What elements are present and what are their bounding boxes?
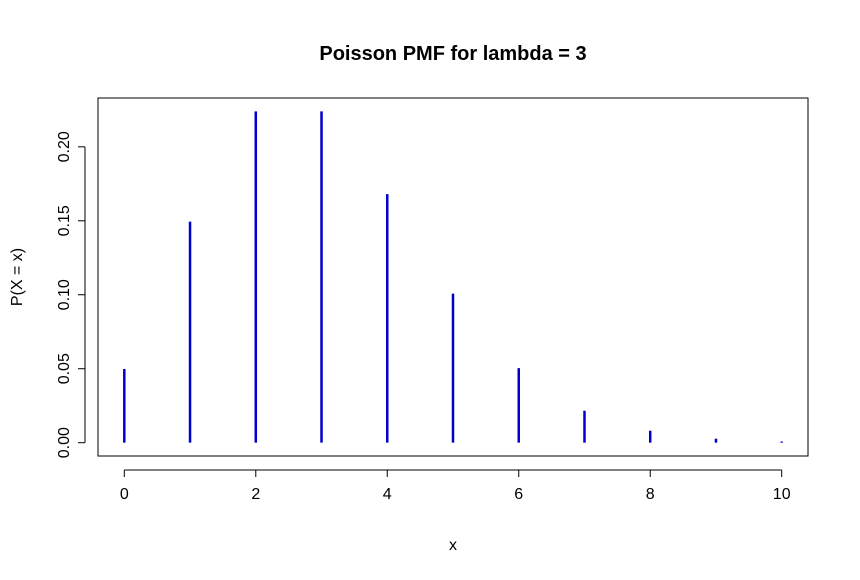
chart-title: Poisson PMF for lambda = 3 <box>319 43 586 65</box>
y-tick-label: 0.10 <box>56 279 73 310</box>
y-tick-label: 0.05 <box>56 353 73 384</box>
x-tick-label: 2 <box>251 486 260 503</box>
y-axis: 0.00 0.05 0.10 0.15 0.20 <box>56 131 86 458</box>
bars <box>123 111 783 443</box>
plot-frame <box>97 97 809 457</box>
y-axis-label: P(X = x) <box>9 248 26 306</box>
y-tick-label: 0.15 <box>56 205 73 236</box>
y-tick-label: 0.00 <box>56 427 73 458</box>
x-tick-label: 6 <box>514 486 523 503</box>
x-axis-label: x <box>449 537 457 554</box>
x-tick-label: 10 <box>773 486 791 503</box>
x-tick-label: 8 <box>646 486 655 503</box>
y-tick-label: 0.20 <box>56 131 73 162</box>
x-tick-label: 4 <box>383 486 392 503</box>
x-axis: 0 2 4 6 8 10 <box>120 469 791 503</box>
x-tick-label: 0 <box>120 486 129 503</box>
